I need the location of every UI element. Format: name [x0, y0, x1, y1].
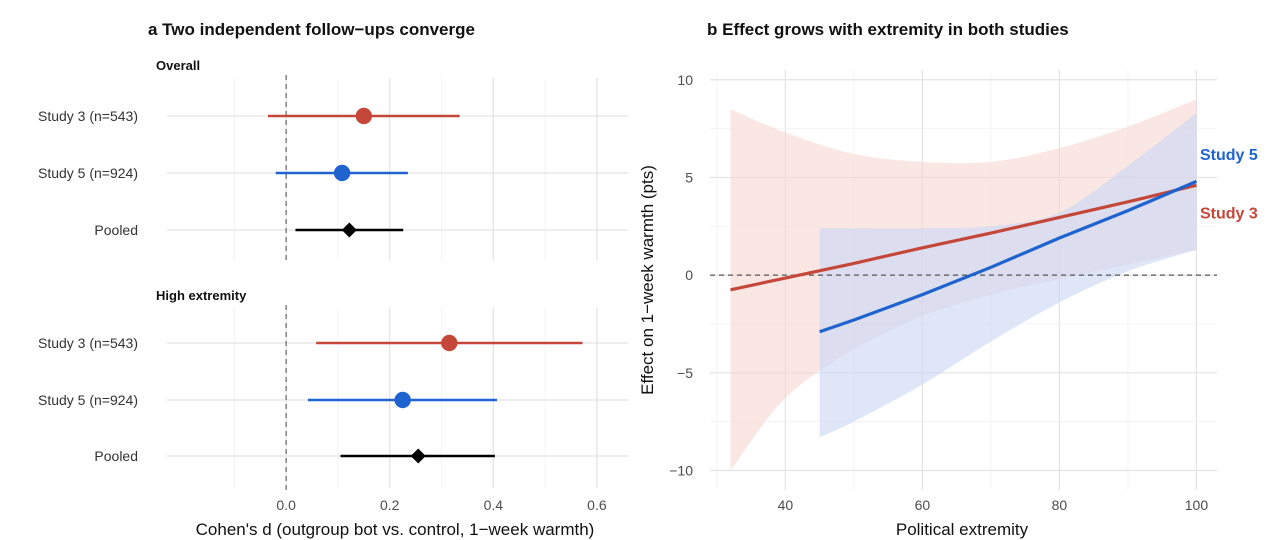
- panel-a-forest-plot: a Two independent follow−ups converge Ov…: [38, 20, 628, 539]
- y-tick-label: 10: [677, 72, 693, 88]
- panel-b-y-axis-title: Effect on 1−week warmth (pts): [638, 165, 657, 395]
- panel-a-grid: [167, 78, 628, 488]
- x-tick-label: 0.4: [484, 497, 504, 513]
- row-label-pooled: Pooled: [94, 448, 138, 464]
- panel-a-title: a Two independent follow−ups converge: [148, 20, 475, 39]
- y-tick-label: 5: [685, 169, 693, 185]
- x-tick-label: 0.2: [380, 497, 400, 513]
- y-tick-label: −5: [677, 365, 693, 381]
- point-estimate-study-3-n-543: [355, 107, 373, 125]
- panel-a-facet-label-high-extremity: High extremity: [156, 288, 247, 303]
- panel-a-x-ticks: 0.0 0.2 0.4 0.6: [276, 497, 606, 513]
- panel-a-estimates: [268, 107, 583, 464]
- series-label-study-5: Study 5: [1200, 147, 1258, 164]
- panel-a-row-labels: Study 3 (n=543) Study 5 (n=924) Pooled Stud…: [38, 108, 138, 464]
- series-label-study-3: Study 3: [1200, 206, 1258, 223]
- row-label-pooled: Pooled: [94, 222, 138, 238]
- x-tick-label: 0.6: [587, 497, 607, 513]
- point-estimate-study-5-n-924: [394, 391, 411, 409]
- row-label-study-3-n-543: Study 3 (n=543): [38, 335, 138, 351]
- panel-b-title: b Effect grows with extremity in both st…: [707, 20, 1069, 39]
- x-tick-label: 60: [915, 497, 931, 513]
- x-tick-label: 100: [1185, 497, 1209, 513]
- x-tick-label: 40: [778, 497, 794, 513]
- x-tick-label: 0.0: [276, 497, 296, 513]
- panel-a-facet-label-overall: Overall: [156, 58, 200, 73]
- y-tick-label: 0: [685, 267, 693, 283]
- point-estimate-diamond: [341, 222, 357, 238]
- panel-b-x-ticks: 40 60 80 100: [778, 497, 1209, 513]
- panel-a-x-axis-title: Cohen's d (outgroup bot vs. control, 1−w…: [196, 520, 595, 539]
- row-label-study-5-n-924: Study 5 (n=924): [38, 165, 138, 181]
- x-tick-label: 80: [1052, 497, 1068, 513]
- point-estimate-study-5-n-924: [333, 164, 351, 182]
- panel-b-series-lines: [730, 179, 1198, 334]
- point-estimate-study-3-n-543: [441, 334, 458, 352]
- y-tick-label: −10: [669, 462, 693, 478]
- row-label-study-3-n-543: Study 3 (n=543): [38, 108, 138, 124]
- panel-b-confidence-bands: [730, 99, 1197, 471]
- panel-b-series-labels: Study 3 Study 5: [1200, 147, 1258, 223]
- panel-b-line-plot: b Effect grows with extremity in both st…: [638, 20, 1258, 539]
- point-estimate-diamond: [410, 448, 426, 464]
- panel-b-y-ticks: −10 −5 0 5 10: [669, 72, 693, 479]
- series-line-study-5: [819, 179, 1198, 334]
- series-line-study-3: [730, 183, 1197, 292]
- panel-b-x-axis-title: Political extremity: [896, 520, 1029, 539]
- row-label-study-5-n-924: Study 5 (n=924): [38, 392, 138, 408]
